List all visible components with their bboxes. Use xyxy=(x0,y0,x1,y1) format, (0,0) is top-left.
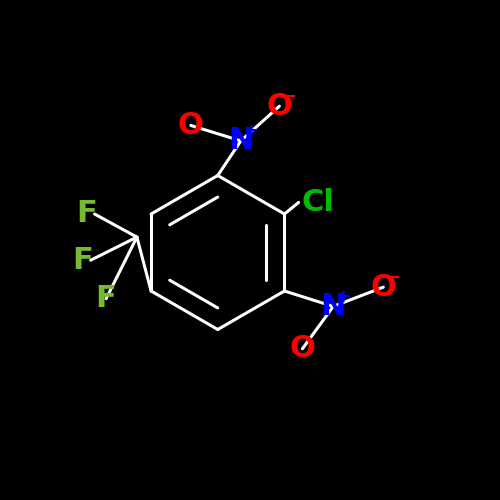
Text: −: − xyxy=(386,268,400,286)
Text: N: N xyxy=(228,126,254,156)
Text: O: O xyxy=(266,92,292,120)
Text: F: F xyxy=(72,246,94,274)
Text: O: O xyxy=(290,334,316,363)
Text: +: + xyxy=(243,122,258,140)
Text: +: + xyxy=(336,288,350,306)
Text: −: − xyxy=(282,88,296,106)
Text: F: F xyxy=(76,200,97,228)
Text: F: F xyxy=(96,284,116,313)
Text: O: O xyxy=(178,111,204,140)
Text: Cl: Cl xyxy=(302,188,334,217)
Text: N: N xyxy=(320,292,346,321)
Text: O: O xyxy=(370,272,396,302)
